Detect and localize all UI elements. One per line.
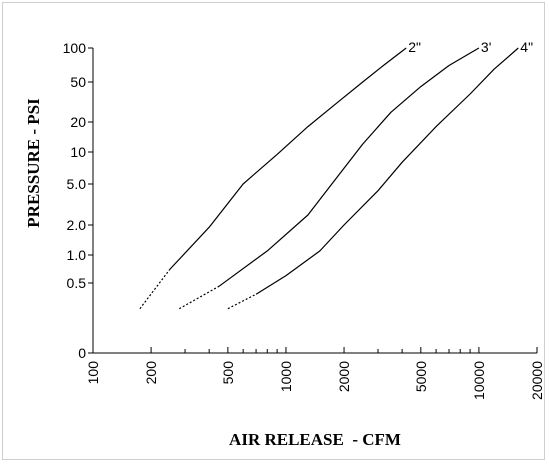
x-tick-label: 200: [143, 361, 159, 385]
x-tick-label: 100: [85, 361, 101, 385]
chart-frame: [2, 2, 545, 460]
x-tick-label: 10000: [471, 361, 487, 400]
x-tick-label: 20000: [529, 361, 545, 400]
y-tick-label: 100: [63, 40, 87, 56]
y-tick-label: 50: [70, 74, 86, 90]
x-tick-label: 500: [220, 361, 236, 385]
x-tick-label: 5000: [413, 361, 429, 392]
series-line: [218, 47, 480, 287]
y-tick-label: 10: [70, 144, 86, 160]
y-axis-title: PRESSURE - PSI: [24, 98, 43, 228]
series-line: [169, 47, 407, 270]
y-tick-label: 20: [70, 114, 86, 130]
x-axis-title: AIR RELEASE - CFM: [229, 430, 401, 449]
series-label: 3': [481, 39, 491, 55]
series-line-dashed: [139, 269, 171, 310]
y-tick-label: 0: [78, 345, 86, 361]
y-tick-label: 5.0: [67, 176, 87, 192]
series-line-dashed: [227, 293, 257, 310]
y-tick-label: 2.0: [67, 217, 87, 233]
series-label: 4": [520, 39, 533, 55]
y-tick-label: 1.0: [67, 247, 87, 263]
y-tick-label: 0.5: [67, 275, 87, 291]
x-tick-label: 1000: [278, 361, 294, 392]
series-label: 2": [408, 39, 421, 55]
series-line: [255, 47, 519, 295]
x-tick-label: 2000: [336, 361, 352, 392]
series-line-dashed: [179, 285, 220, 310]
